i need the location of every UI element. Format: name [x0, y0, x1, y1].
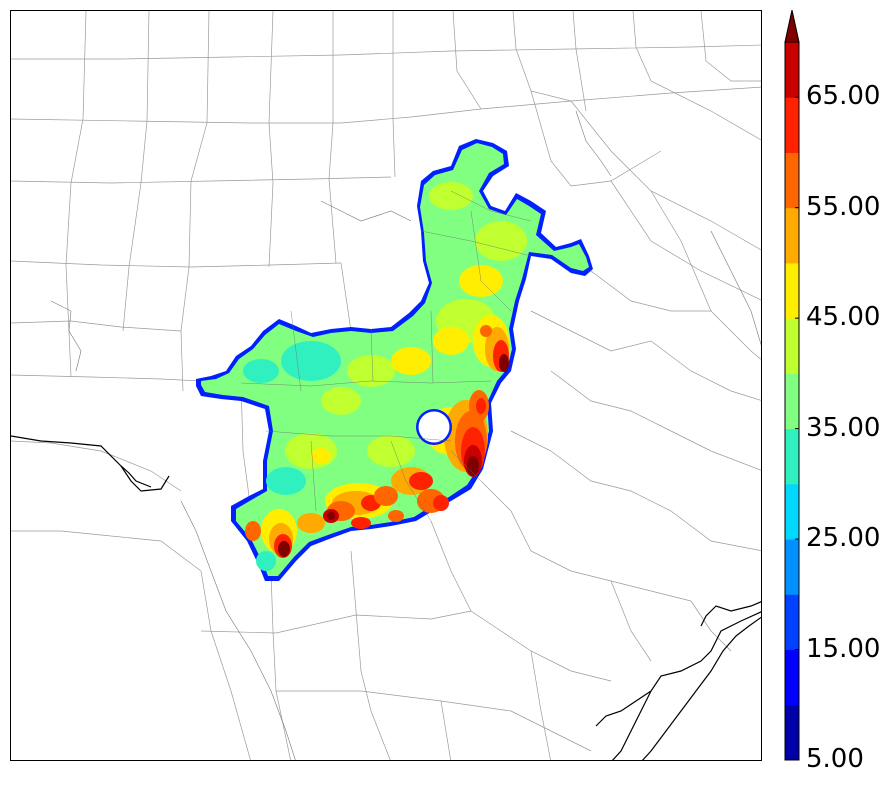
precip-hole — [416, 409, 452, 445]
county-lines-overlay — [240, 190, 532, 522]
colorbar-tick-label: 15.00 — [806, 633, 881, 664]
colorbar-tick-label: 65.00 — [806, 81, 881, 112]
colorbar-tick-label: 55.00 — [806, 191, 881, 222]
colorbar-tick-label: 5.00 — [806, 744, 864, 774]
county-lines — [11, 11, 761, 760]
colorbar-segment — [785, 649, 799, 706]
colorbar-segment — [785, 539, 799, 595]
colorbar-extend-arrow — [784, 10, 800, 43]
colorbar-segment — [785, 207, 799, 264]
colorbar-segment — [785, 318, 799, 374]
colorbar — [784, 10, 800, 761]
colorbar-tick-label: 35.00 — [806, 412, 881, 443]
map-canvas — [11, 11, 761, 760]
colorbar-segment — [785, 97, 799, 153]
colorbar-segments — [784, 10, 800, 761]
colorbar-segment — [785, 262, 799, 319]
rivers — [50, 110, 761, 760]
coastline — [11, 435, 761, 760]
colorbar-segment — [785, 428, 799, 485]
colorbar-segment — [785, 704, 799, 761]
colorbar-segment — [785, 42, 799, 98]
colorbar-segment — [785, 594, 799, 651]
precip-cells — [243, 182, 527, 571]
colorbar-tick-label: 25.00 — [806, 523, 881, 554]
map-panel — [10, 10, 762, 761]
colorbar-segment — [785, 483, 799, 540]
colorbar-tick-label: 45.00 — [806, 302, 881, 333]
colorbar-border — [784, 41, 800, 761]
colorbar-segment — [785, 152, 799, 209]
colorbar-segment — [785, 373, 799, 430]
